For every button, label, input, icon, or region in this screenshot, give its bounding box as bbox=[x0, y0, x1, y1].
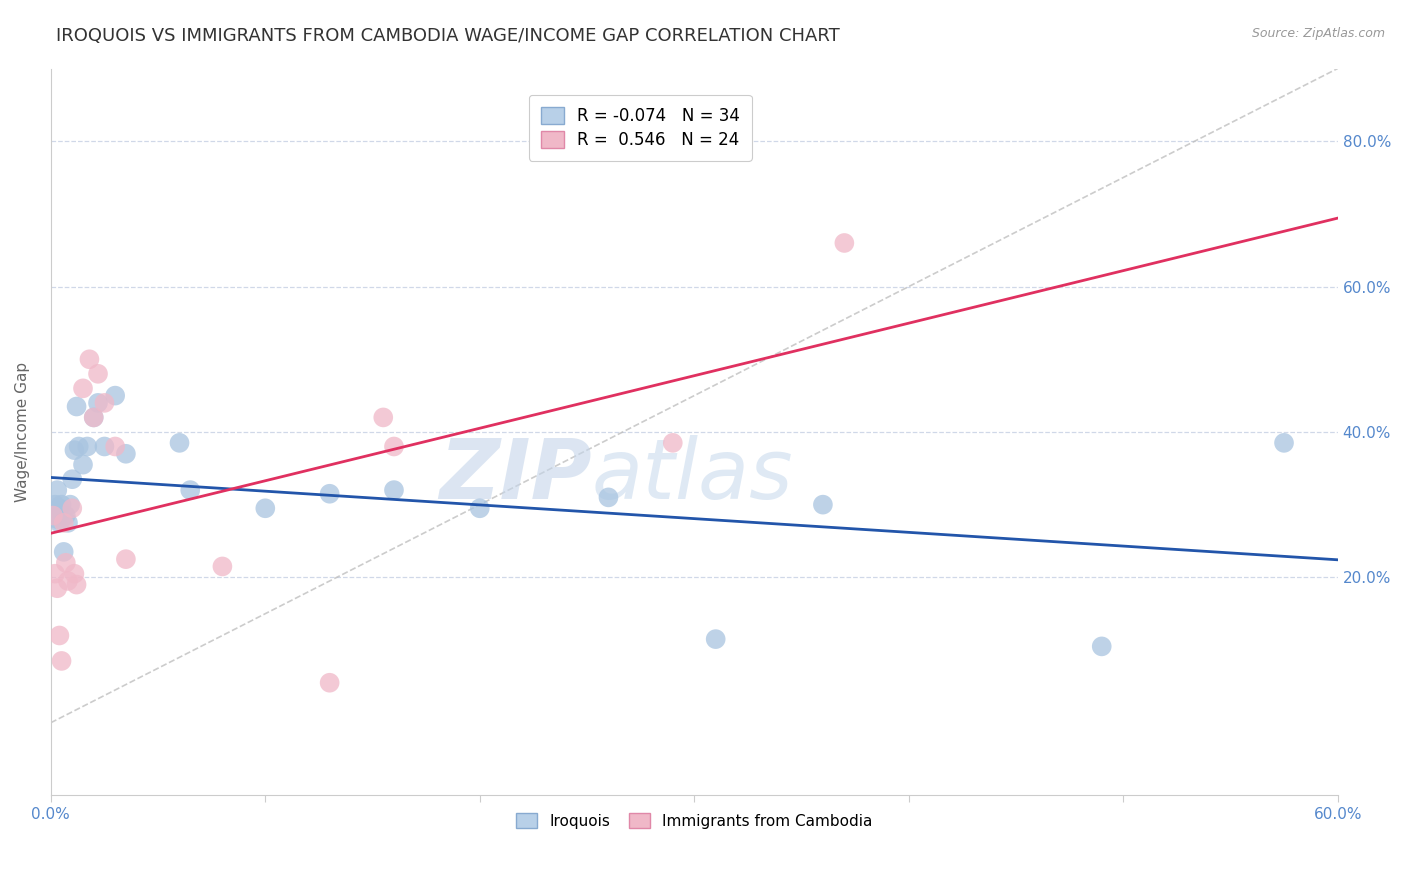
Point bbox=[63, 566, 86, 581]
Point bbox=[115, 447, 138, 461]
Point bbox=[318, 487, 340, 501]
Point bbox=[834, 235, 856, 250]
Text: Source: ZipAtlas.com: Source: ZipAtlas.com bbox=[1251, 27, 1385, 40]
Point bbox=[51, 498, 73, 512]
Point bbox=[598, 491, 620, 505]
Point bbox=[468, 501, 491, 516]
Point bbox=[60, 501, 83, 516]
Point bbox=[72, 458, 94, 472]
Y-axis label: Wage/Income Gap: Wage/Income Gap bbox=[15, 362, 30, 502]
Text: atlas: atlas bbox=[592, 435, 793, 516]
Point bbox=[169, 435, 191, 450]
Point bbox=[79, 352, 101, 367]
Point bbox=[52, 545, 75, 559]
Point bbox=[87, 396, 110, 410]
Point bbox=[44, 508, 66, 523]
Point bbox=[93, 396, 115, 410]
Point bbox=[55, 556, 77, 570]
Point bbox=[76, 440, 98, 454]
Point bbox=[44, 498, 66, 512]
Point bbox=[318, 675, 340, 690]
Point bbox=[704, 632, 727, 646]
Point bbox=[42, 508, 65, 523]
Point bbox=[52, 516, 75, 530]
Point bbox=[48, 516, 70, 530]
Point bbox=[373, 410, 395, 425]
Point bbox=[87, 367, 110, 381]
Point bbox=[1091, 640, 1114, 654]
Point bbox=[46, 581, 69, 595]
Point bbox=[60, 472, 83, 486]
Point bbox=[72, 381, 94, 395]
Point bbox=[44, 566, 66, 581]
Point bbox=[65, 400, 87, 414]
Point bbox=[56, 516, 79, 530]
Point bbox=[59, 498, 82, 512]
Point bbox=[63, 443, 86, 458]
Point bbox=[811, 498, 834, 512]
Point bbox=[1272, 435, 1295, 450]
Point bbox=[67, 440, 90, 454]
Text: ZIP: ZIP bbox=[439, 435, 592, 516]
Text: IROQUOIS VS IMMIGRANTS FROM CAMBODIA WAGE/INCOME GAP CORRELATION CHART: IROQUOIS VS IMMIGRANTS FROM CAMBODIA WAG… bbox=[56, 27, 839, 45]
Point bbox=[104, 389, 127, 403]
Point bbox=[46, 483, 69, 497]
Point bbox=[83, 410, 105, 425]
Point bbox=[56, 574, 79, 588]
Point bbox=[179, 483, 201, 497]
Point bbox=[46, 512, 69, 526]
Point bbox=[93, 440, 115, 454]
Point bbox=[115, 552, 138, 566]
Point bbox=[382, 483, 405, 497]
Point bbox=[382, 440, 405, 454]
Point bbox=[662, 435, 685, 450]
Point bbox=[55, 508, 77, 523]
Legend: Iroquois, Immigrants from Cambodia: Iroquois, Immigrants from Cambodia bbox=[510, 807, 879, 835]
Point bbox=[48, 501, 70, 516]
Point bbox=[211, 559, 233, 574]
Point bbox=[65, 577, 87, 591]
Point bbox=[83, 410, 105, 425]
Point bbox=[254, 501, 277, 516]
Point bbox=[104, 440, 127, 454]
Point bbox=[51, 654, 73, 668]
Point bbox=[42, 501, 65, 516]
Point bbox=[48, 628, 70, 642]
